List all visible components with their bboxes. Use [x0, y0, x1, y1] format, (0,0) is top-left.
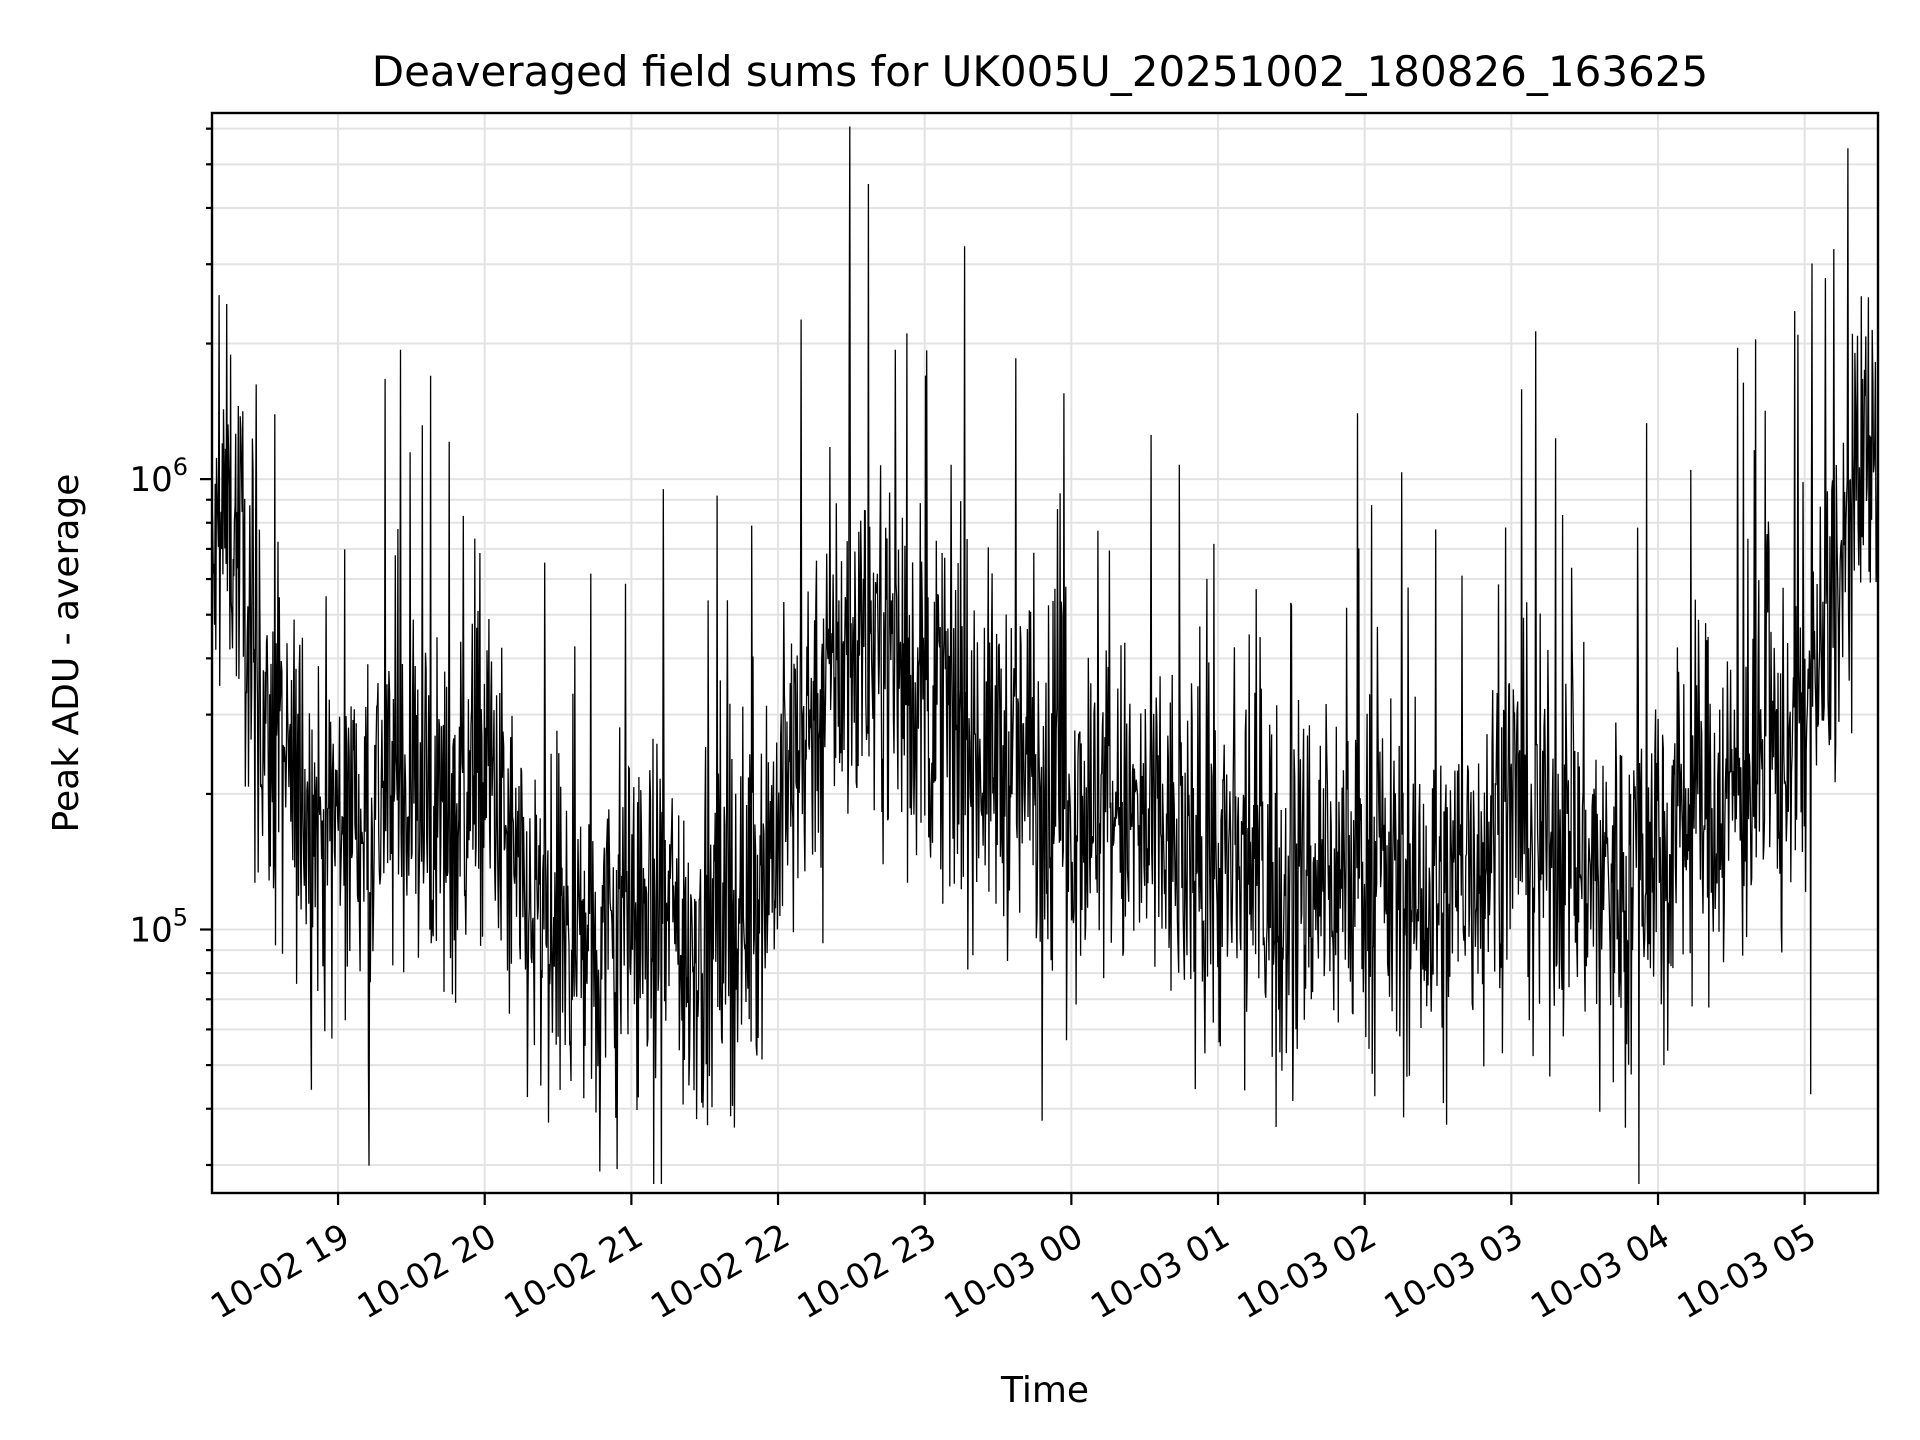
x-tick-label: 10-02 22 — [644, 1216, 796, 1327]
y-axis-label: Peak ADU - average — [46, 474, 87, 833]
x-axis-label: Time — [1000, 1370, 1089, 1411]
x-tick-label: 10-02 20 — [351, 1216, 503, 1327]
x-tick-label: 10-03 00 — [937, 1216, 1089, 1327]
series-line — [211, 126, 1879, 1185]
y-axis: 105 106 — [129, 127, 212, 1167]
x-tick-label: 10-03 04 — [1524, 1216, 1676, 1327]
x-tick-label: 10-02 23 — [791, 1216, 943, 1327]
x-tick-label: 10-02 19 — [204, 1216, 356, 1327]
chart-title: Deaveraged field sums for UK005U_2025100… — [372, 47, 1708, 96]
x-tick-label: 10-03 01 — [1084, 1216, 1236, 1327]
x-tick-label: 10-02 21 — [497, 1216, 649, 1327]
x-tick-label: 10-03 03 — [1377, 1216, 1529, 1327]
x-tick-label: 10-03 05 — [1671, 1216, 1823, 1327]
y-tick-label: 106 — [129, 453, 188, 500]
plot-frame — [210, 111, 1880, 1195]
x-tick-label: 10-03 02 — [1231, 1216, 1383, 1327]
y-tick-label: 105 — [129, 904, 188, 951]
gridlines — [212, 113, 1878, 1193]
